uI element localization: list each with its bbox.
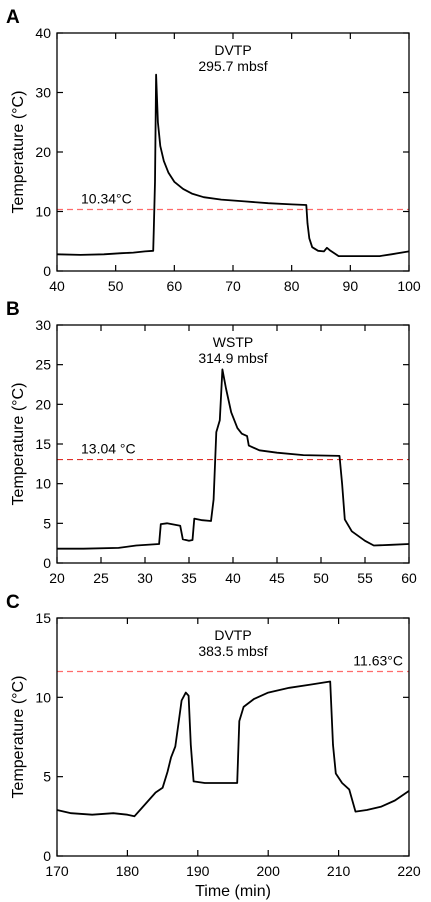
panel-label: C xyxy=(6,592,20,613)
x-tick-label: 50 xyxy=(108,278,124,294)
x-tick-label: 190 xyxy=(186,863,210,879)
x-tick-label: 220 xyxy=(397,863,421,879)
x-tick-label: 20 xyxy=(49,570,65,586)
series-line xyxy=(56,680,410,818)
x-tick-label: 45 xyxy=(269,570,285,586)
panel-b: B 20 25 30 35 40 45 50 55 60 0 5 10 15 20 25 30 Temperatu… xyxy=(6,299,417,586)
y-tick-label: 25 xyxy=(35,357,51,373)
x-tick-label: 35 xyxy=(181,570,197,586)
panel-label: A xyxy=(6,7,20,28)
panel-c: C 170 180 190 200 210 220 0 5 10 15 Temperature (°C… xyxy=(6,592,421,900)
y-tick-label: 20 xyxy=(35,144,51,160)
chart-subtitle: 295.7 mbsf xyxy=(198,58,267,74)
y-tick-label: 10 xyxy=(35,204,51,220)
reference-line-label: 10.34°C xyxy=(81,190,132,206)
x-tick-label: 180 xyxy=(116,863,140,879)
y-tick-label: 40 xyxy=(35,25,51,41)
plot-frame xyxy=(56,617,410,857)
x-tick-label: 80 xyxy=(284,278,300,294)
x-tick-label: 25 xyxy=(93,570,109,586)
chart-subtitle: 314.9 mbsf xyxy=(198,350,267,366)
chart-title: WSTP xyxy=(213,334,253,350)
y-axis-label: Temperature (°C) xyxy=(10,91,27,214)
chart-subtitle: 383.5 mbsf xyxy=(198,643,267,659)
x-tick-label: 60 xyxy=(401,570,417,586)
panel-a: A 40 50 60 70 80 90 100 0 10 20 30 40 Temperature (°C… xyxy=(6,7,421,294)
y-tick-label: 15 xyxy=(35,610,51,626)
y-axis-label: Temperature (°C) xyxy=(10,383,27,506)
y-tick-label: 30 xyxy=(35,85,51,101)
x-tick-label: 210 xyxy=(327,863,351,879)
y-tick-label: 5 xyxy=(43,769,51,785)
x-tick-label: 200 xyxy=(257,863,281,879)
y-tick-label: 10 xyxy=(35,689,51,705)
x-tick-label: 100 xyxy=(397,278,421,294)
x-tick-label: 55 xyxy=(357,570,373,586)
x-axis-label: Time (min) xyxy=(195,883,271,900)
chart-title: DVTP xyxy=(214,42,251,58)
y-tick-label: 30 xyxy=(35,317,51,333)
y-tick-label: 5 xyxy=(43,515,51,531)
x-tick-label: 60 xyxy=(167,278,183,294)
y-tick-label: 20 xyxy=(35,396,51,412)
panel-label: B xyxy=(6,299,20,320)
x-tick-label: 40 xyxy=(225,570,241,586)
x-tick-label: 50 xyxy=(313,570,329,586)
x-tick-label: 30 xyxy=(137,570,153,586)
x-tick-label: 40 xyxy=(49,278,65,294)
x-tick-label: 70 xyxy=(225,278,241,294)
y-tick-label: 10 xyxy=(35,476,51,492)
reference-line-label: 11.63°C xyxy=(353,652,403,668)
x-tick-label: 170 xyxy=(45,863,69,879)
y-tick-label: 15 xyxy=(35,436,51,452)
chart-title: DVTP xyxy=(214,627,251,643)
y-axis-label: Temperature (°C) xyxy=(10,676,27,799)
series-line xyxy=(57,368,410,550)
x-tick-label: 90 xyxy=(343,278,359,294)
y-tick-label: 0 xyxy=(43,263,51,279)
series-line xyxy=(56,73,410,257)
reference-line-label: 13.04 °C xyxy=(81,441,136,457)
y-tick-label: 0 xyxy=(43,555,51,571)
y-tick-label: 0 xyxy=(43,848,51,864)
